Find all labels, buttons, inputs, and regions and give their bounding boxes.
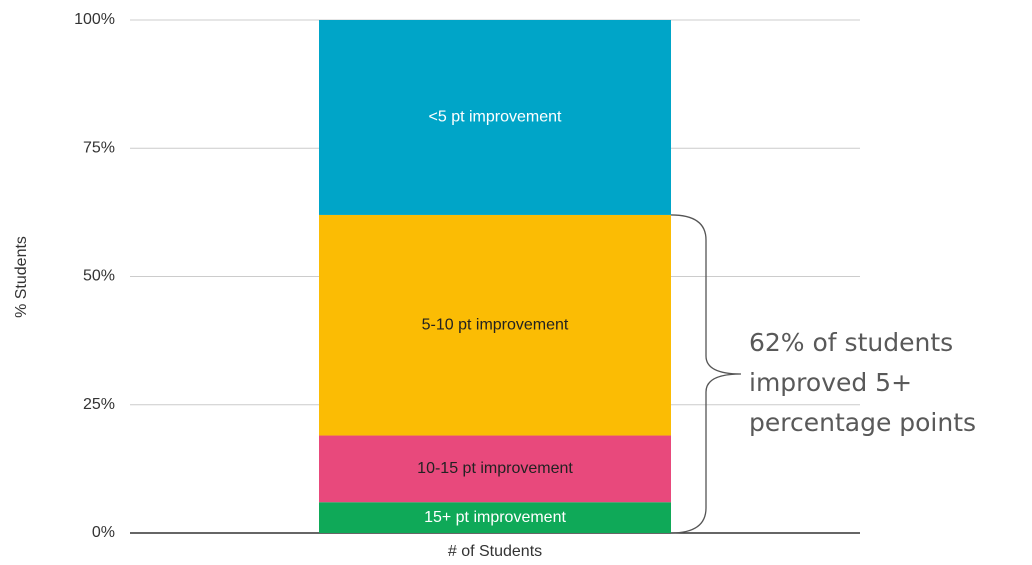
y-tick-label: 75%	[83, 139, 115, 156]
segment-label: 5-10 pt improvement	[422, 316, 569, 333]
brace	[670, 214, 742, 534]
y-tick-label: 0%	[92, 524, 115, 541]
y-tick-label: 100%	[74, 11, 115, 28]
annotation: 62% of students	[749, 328, 953, 357]
segment-label: <5 pt improvement	[429, 109, 563, 126]
bar-segment	[319, 20, 671, 215]
bar-segment	[319, 214, 671, 436]
x-tick-label: # of Students	[448, 543, 542, 560]
y-axis-label: % Students	[13, 236, 30, 318]
y-tick-label: 50%	[83, 268, 115, 285]
annotation: percentage points	[749, 408, 976, 437]
y-tick-label: 25%	[83, 396, 115, 413]
bar-segment	[319, 502, 671, 533]
bar-segment	[319, 435, 671, 503]
segment-label: 15+ pt improvement	[424, 509, 566, 526]
annotation: improved 5+	[749, 368, 912, 397]
segment-label: 10-15 pt improvement	[417, 460, 573, 477]
